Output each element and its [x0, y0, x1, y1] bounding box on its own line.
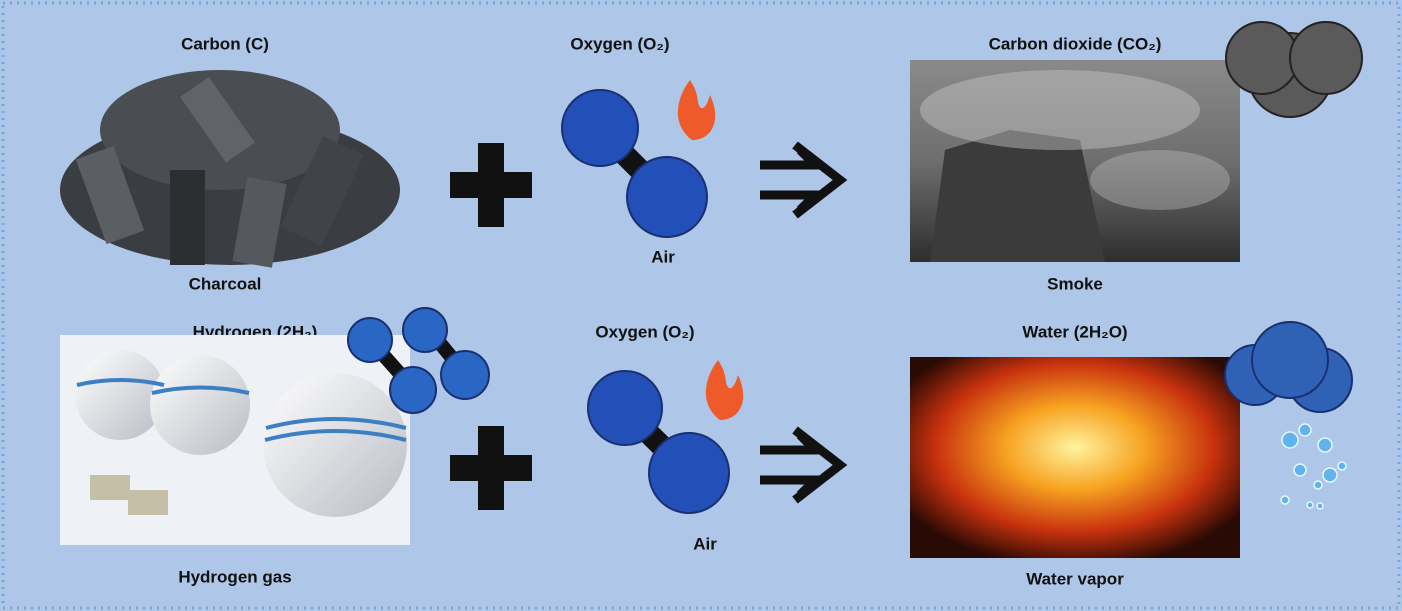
- fire-image: [910, 357, 1240, 558]
- plus-sign: [450, 426, 532, 510]
- hydrogen-tanks-image: [60, 335, 410, 545]
- plus-sign: [450, 143, 532, 227]
- hydrogen-molecules: [347, 307, 490, 414]
- flame-icon: [677, 80, 716, 140]
- flame-icon: [705, 360, 744, 420]
- reactant-caption: Charcoal: [189, 274, 262, 293]
- smoke-image: [910, 60, 1240, 262]
- oxygen-molecule: [561, 89, 708, 238]
- product-label: Carbon dioxide (CO₂): [989, 34, 1162, 53]
- oxidizer-label: Oxygen (O₂): [595, 322, 694, 341]
- h2o-cloud: [1224, 321, 1353, 413]
- arrow: [760, 426, 848, 504]
- oxidizer-label: Oxygen (O₂): [570, 34, 669, 53]
- oxygen-molecule: [587, 370, 730, 514]
- reactant-caption: Hydrogen gas: [178, 567, 291, 586]
- product-label: Water (2H₂O): [1022, 322, 1127, 341]
- water-bubbles: [1280, 423, 1347, 510]
- oxidizer-caption: Air: [651, 247, 675, 266]
- product-caption: Water vapor: [1026, 569, 1124, 588]
- charcoal-image: [60, 70, 400, 268]
- product-caption: Smoke: [1047, 274, 1103, 293]
- arrow: [760, 141, 848, 219]
- reactant-label: Carbon (C): [181, 34, 269, 53]
- co2-molecule: [1225, 21, 1363, 118]
- oxidizer-caption: Air: [693, 534, 717, 553]
